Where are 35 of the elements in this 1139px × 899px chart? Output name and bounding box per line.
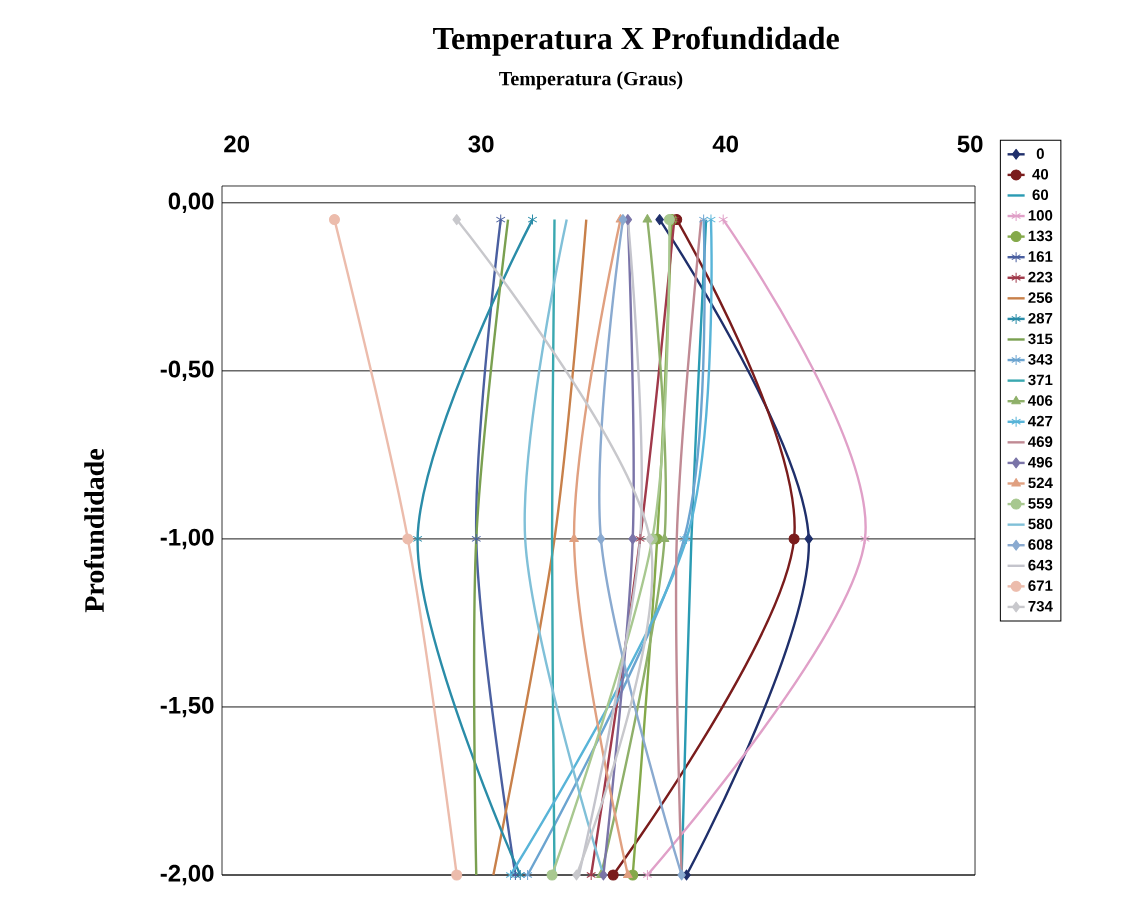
legend-label: 40 [1032, 168, 1049, 180]
legend-label: 371 [1028, 374, 1053, 386]
y-tick-label: -2,00 [160, 864, 214, 886]
legend-label: 524 [1028, 477, 1053, 489]
y-tick-label: -0,50 [160, 360, 214, 382]
legend-label: 0 [1036, 148, 1044, 159]
legend-label: 559 [1028, 498, 1053, 509]
legend-label: 133 [1028, 230, 1053, 242]
legend-label: 60 [1032, 189, 1049, 201]
y-axis-title: Profundidade [83, 449, 105, 613]
legend-label: 427 [1028, 415, 1053, 427]
chart-title: Temperatura X Profundidade [433, 26, 839, 56]
legend-label: 223 [1028, 271, 1053, 283]
legend-label: 161 [1028, 251, 1053, 262]
legend-label: 406 [1028, 395, 1053, 406]
x-tick-label: 30 [468, 135, 494, 153]
y-tick-label: 0,00 [168, 192, 214, 214]
legend-label: 100 [1028, 210, 1053, 221]
x-axis-title: Temperatura (Graus) [499, 71, 683, 90]
x-tick-label: 50 [957, 135, 983, 153]
y-tick-label: -1,00 [160, 528, 214, 550]
legend-label: 671 [1028, 580, 1053, 591]
legend-label: 643 [1028, 559, 1053, 571]
legend-label: 315 [1028, 333, 1053, 345]
legend-label: 734 [1028, 600, 1053, 612]
y-tick-label: -1,50 [160, 696, 214, 718]
x-tick-label: 40 [712, 135, 738, 153]
legend-label: 469 [1028, 436, 1053, 447]
legend-label: 580 [1028, 518, 1053, 530]
legend-label: 496 [1028, 456, 1053, 468]
legend-label: 256 [1028, 292, 1053, 303]
legend-label: 608 [1028, 539, 1053, 550]
legend-label: 343 [1028, 354, 1053, 365]
legend-label: 287 [1028, 312, 1053, 324]
x-tick-label: 20 [224, 135, 250, 153]
